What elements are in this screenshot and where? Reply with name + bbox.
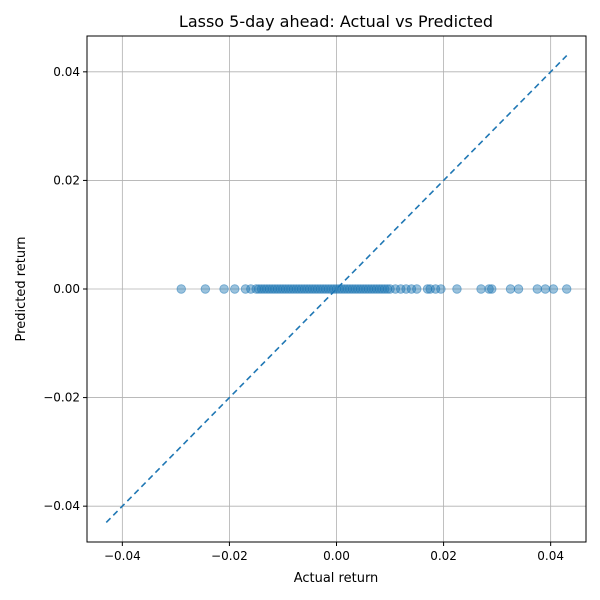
data-point: [272, 284, 283, 294]
data-point: [452, 284, 462, 294]
data-point: [307, 284, 318, 294]
data-point: [396, 284, 406, 294]
data-point: [294, 284, 304, 294]
ticks: −0.04 −0.02 0.00 0.02 0.04 −0.04 −0.02 0.00 0.02…: [43, 65, 564, 563]
data-point: [385, 284, 395, 294]
data-point: [436, 284, 446, 294]
y-tick-label: −0.04: [43, 499, 80, 513]
data-point: [406, 284, 417, 294]
data-point: [532, 284, 542, 294]
data-point: [382, 284, 393, 294]
data-point: [487, 284, 497, 294]
data-point: [254, 284, 264, 294]
data-point: [342, 284, 352, 294]
data-point: [200, 284, 211, 294]
data-point: [484, 284, 494, 294]
data-point: [256, 284, 267, 294]
data-point: [374, 284, 385, 294]
x-tick-label: −0.04: [104, 549, 141, 563]
data-point: [390, 284, 401, 294]
data-point: [379, 284, 390, 294]
data-point: [296, 284, 307, 294]
data-point: [264, 284, 275, 294]
data-point: [299, 284, 310, 294]
data-point: [329, 284, 339, 294]
data-point: [540, 284, 551, 294]
data-point: [275, 284, 285, 294]
x-tick-label: 0.00: [323, 549, 350, 563]
x-tick-label: −0.02: [211, 549, 248, 563]
data-point: [505, 284, 516, 294]
data-point: [280, 284, 291, 294]
data-point: [323, 284, 334, 294]
data-point: [377, 284, 387, 294]
data-point: [363, 284, 374, 294]
data-point: [176, 284, 186, 294]
data-point: [246, 284, 256, 294]
data-point: [313, 284, 323, 294]
data-point: [315, 284, 326, 294]
data-point: [302, 284, 312, 294]
data-point: [278, 284, 288, 294]
data-point: [310, 284, 320, 294]
data-point: [548, 284, 559, 294]
data-point: [339, 284, 350, 294]
data-point: [331, 284, 342, 294]
data-point: [262, 284, 272, 294]
data-point: [371, 284, 382, 294]
data-point: [355, 284, 366, 294]
data-point: [345, 284, 355, 294]
data-point: [361, 284, 371, 294]
data-point: [283, 284, 294, 294]
data-point: [286, 284, 296, 294]
data-point: [430, 284, 441, 294]
x-tick-label: 0.02: [430, 549, 457, 563]
chart-title: Lasso 5-day ahead: Actual vs Predicted: [179, 12, 493, 31]
data-point: [251, 284, 261, 294]
data-point: [267, 284, 277, 294]
data-point: [401, 284, 411, 294]
data-point: [358, 284, 368, 294]
data-point: [230, 284, 240, 294]
data-point: [425, 284, 435, 294]
data-point: [337, 284, 347, 294]
data-point: [240, 284, 251, 294]
data-point: [259, 284, 269, 294]
data-point: [369, 284, 379, 294]
data-point: [321, 284, 331, 294]
data-point: [562, 284, 572, 294]
data-point: [412, 284, 422, 294]
data-point: [476, 284, 486, 294]
points-layer: [176, 284, 572, 294]
data-point: [350, 284, 360, 294]
data-point: [305, 284, 315, 294]
data-point: [353, 284, 363, 294]
data-point: [219, 284, 229, 294]
x-tick-label: 0.04: [537, 549, 564, 563]
data-point: [347, 284, 358, 294]
data-point: [513, 284, 524, 294]
y-tick-label: 0.00: [53, 282, 80, 296]
data-point: [326, 284, 336, 294]
y-tick-label: 0.04: [53, 65, 80, 79]
data-point: [422, 284, 433, 294]
x-axis-label: Actual return: [294, 571, 379, 586]
y-axis-label: Predicted return: [14, 237, 29, 342]
data-point: [291, 284, 302, 294]
y-tick-label: 0.02: [53, 173, 80, 187]
data-point: [366, 284, 377, 294]
data-point: [270, 284, 280, 294]
data-point: [288, 284, 299, 294]
grid: [87, 36, 586, 542]
y-tick-label: −0.02: [43, 391, 80, 405]
data-point: [334, 284, 344, 294]
data-point: [318, 284, 328, 294]
